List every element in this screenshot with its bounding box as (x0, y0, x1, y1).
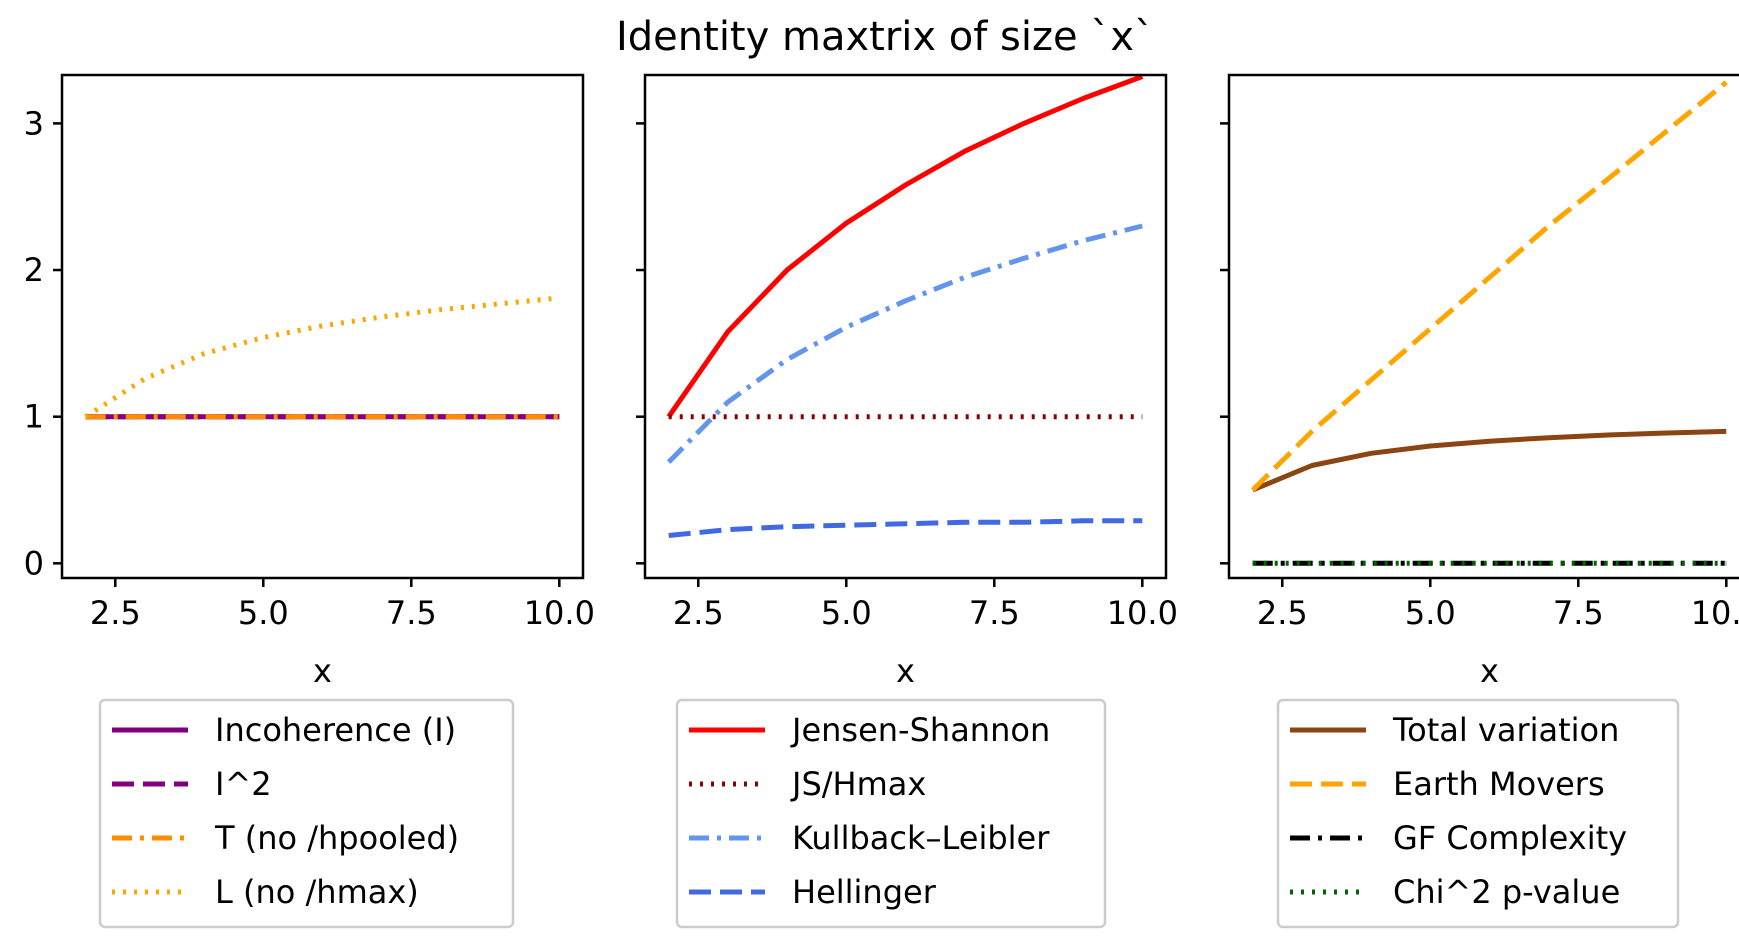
x-tick-label: 10.0 (1691, 594, 1739, 632)
x-tick-label: 5.0 (1405, 594, 1456, 632)
x-axis-label: x (896, 652, 915, 690)
panel-3: 2.5 5.0 7.5 10.0 x Total variation Earth Mover… (1220, 73, 1739, 929)
legend: Jensen-Shannon JS/Hmax Kullback–Leibler Hel… (675, 698, 1107, 929)
chart-title: Identity maxtrix of size `x` (616, 14, 1154, 60)
axes-frame (60, 73, 585, 580)
x-axis-label: x (1480, 652, 1499, 690)
panel-1: 2.5 5.0 7.5 10.0 0 1 2 3 x Incoherence (I) I^2 T (n… (24, 73, 595, 929)
y-tick-label: 0 (24, 544, 44, 582)
legend-label: JS/Hmax (790, 765, 926, 803)
axes-frame (1227, 73, 1739, 580)
axes-frame (643, 73, 1168, 580)
legend-label: Earth Movers (1393, 765, 1605, 803)
legend-frame (98, 698, 515, 929)
panel-2: 2.5 5.0 7.5 10.0 x Jensen-Shannon JS/Hmax Kullb… (636, 73, 1178, 929)
x-tick-label: 7.5 (386, 594, 437, 632)
legend: Incoherence (I) I^2 T (no /hpooled) L (no /… (98, 698, 515, 929)
x-axis-label: x (313, 652, 332, 690)
legend-frame (675, 698, 1107, 929)
y-tick-label: 1 (24, 398, 44, 436)
y-tick-label: 2 (24, 251, 44, 289)
series-group (666, 75, 1144, 538)
legend-label: Incoherence (I) (215, 711, 456, 749)
series-line-l-no-hmax- (84, 295, 560, 419)
legend-label: I^2 (215, 765, 272, 803)
series-line-total-variation (1251, 428, 1727, 493)
series-line-hellinger (668, 518, 1143, 538)
legend: Total variation Earth Movers GF Complexity… (1276, 698, 1680, 929)
legend-label: GF Complexity (1393, 819, 1627, 857)
x-tick-label: 5.0 (238, 594, 289, 632)
series-line-kullback-leibler (666, 223, 1143, 464)
x-tick-label: 2.5 (1257, 594, 1308, 632)
x-tick-label: 2.5 (673, 594, 724, 632)
legend-frame (1276, 698, 1680, 929)
series-line-jensen-shannon (666, 75, 1144, 419)
legend-label: T (no /hpooled) (214, 819, 459, 857)
legend-label: Jensen-Shannon (790, 711, 1050, 749)
x-tick-label: 7.5 (969, 594, 1020, 632)
legend-label: Total variation (1392, 711, 1619, 749)
x-tick-label: 10.0 (524, 594, 595, 632)
x-tick-label: 7.5 (1553, 594, 1604, 632)
x-tick-label: 5.0 (821, 594, 872, 632)
legend-label: L (no /hmax) (215, 873, 419, 911)
legend-label: Hellinger (792, 873, 937, 911)
x-tick-label: 10.0 (1107, 594, 1178, 632)
series-group (1250, 80, 1728, 566)
x-tick-label: 2.5 (90, 594, 141, 632)
legend-label: Kullback–Leibler (792, 819, 1050, 857)
legend-label: Chi^2 p-value (1393, 873, 1620, 911)
y-tick-label: 3 (24, 104, 44, 142)
series-line-earth-movers (1250, 80, 1728, 492)
series-group (84, 295, 560, 420)
